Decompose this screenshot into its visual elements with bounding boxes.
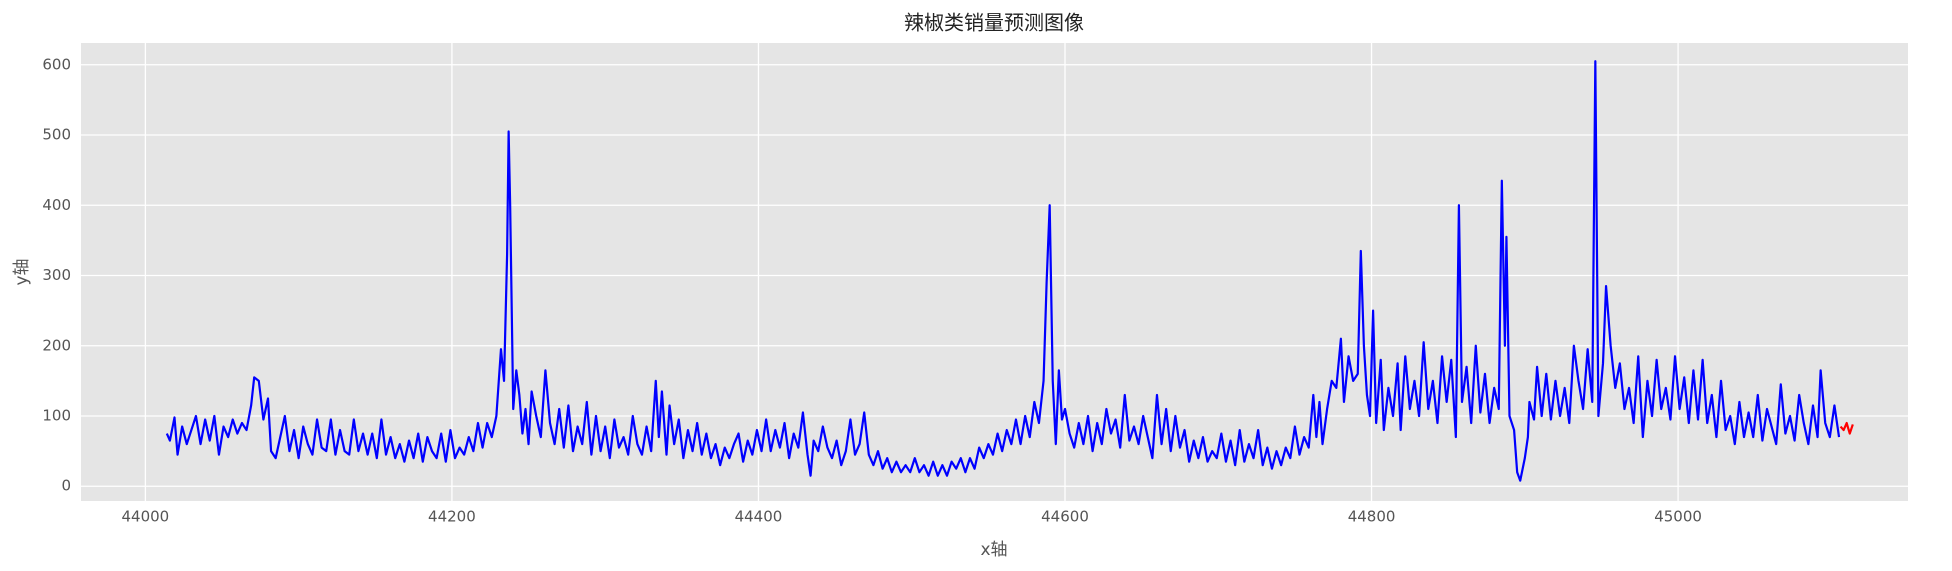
y-tick-label: 0 <box>61 477 71 495</box>
chart-title: 辣椒类销量预测图像 <box>904 11 1084 35</box>
grid <box>81 43 1908 501</box>
x-tick-label: 44000 <box>122 508 170 526</box>
y-tick-label: 600 <box>42 55 71 73</box>
x-tick-label: 44200 <box>428 508 476 526</box>
y-tick-label: 200 <box>42 336 71 354</box>
tick-labels: 44000 44200 44400 44600 44800 45000 0 100 200 300… <box>42 55 1702 525</box>
x-axis-label: x轴 <box>980 540 1007 560</box>
y-axis-label: y轴 <box>12 258 32 285</box>
y-tick-label: 100 <box>42 407 71 425</box>
plot-background <box>81 43 1908 501</box>
series-line <box>1839 421 1854 435</box>
x-tick-label: 45000 <box>1654 508 1702 526</box>
series-line <box>165 60 1841 482</box>
x-tick-label: 44600 <box>1041 508 1089 526</box>
y-tick-label: 400 <box>42 196 71 214</box>
plot-lines <box>165 60 1854 482</box>
y-tick-label: 300 <box>42 266 71 284</box>
x-tick-label: 44800 <box>1348 508 1396 526</box>
y-tick-label: 500 <box>42 126 71 144</box>
x-tick-label: 44400 <box>735 508 783 526</box>
